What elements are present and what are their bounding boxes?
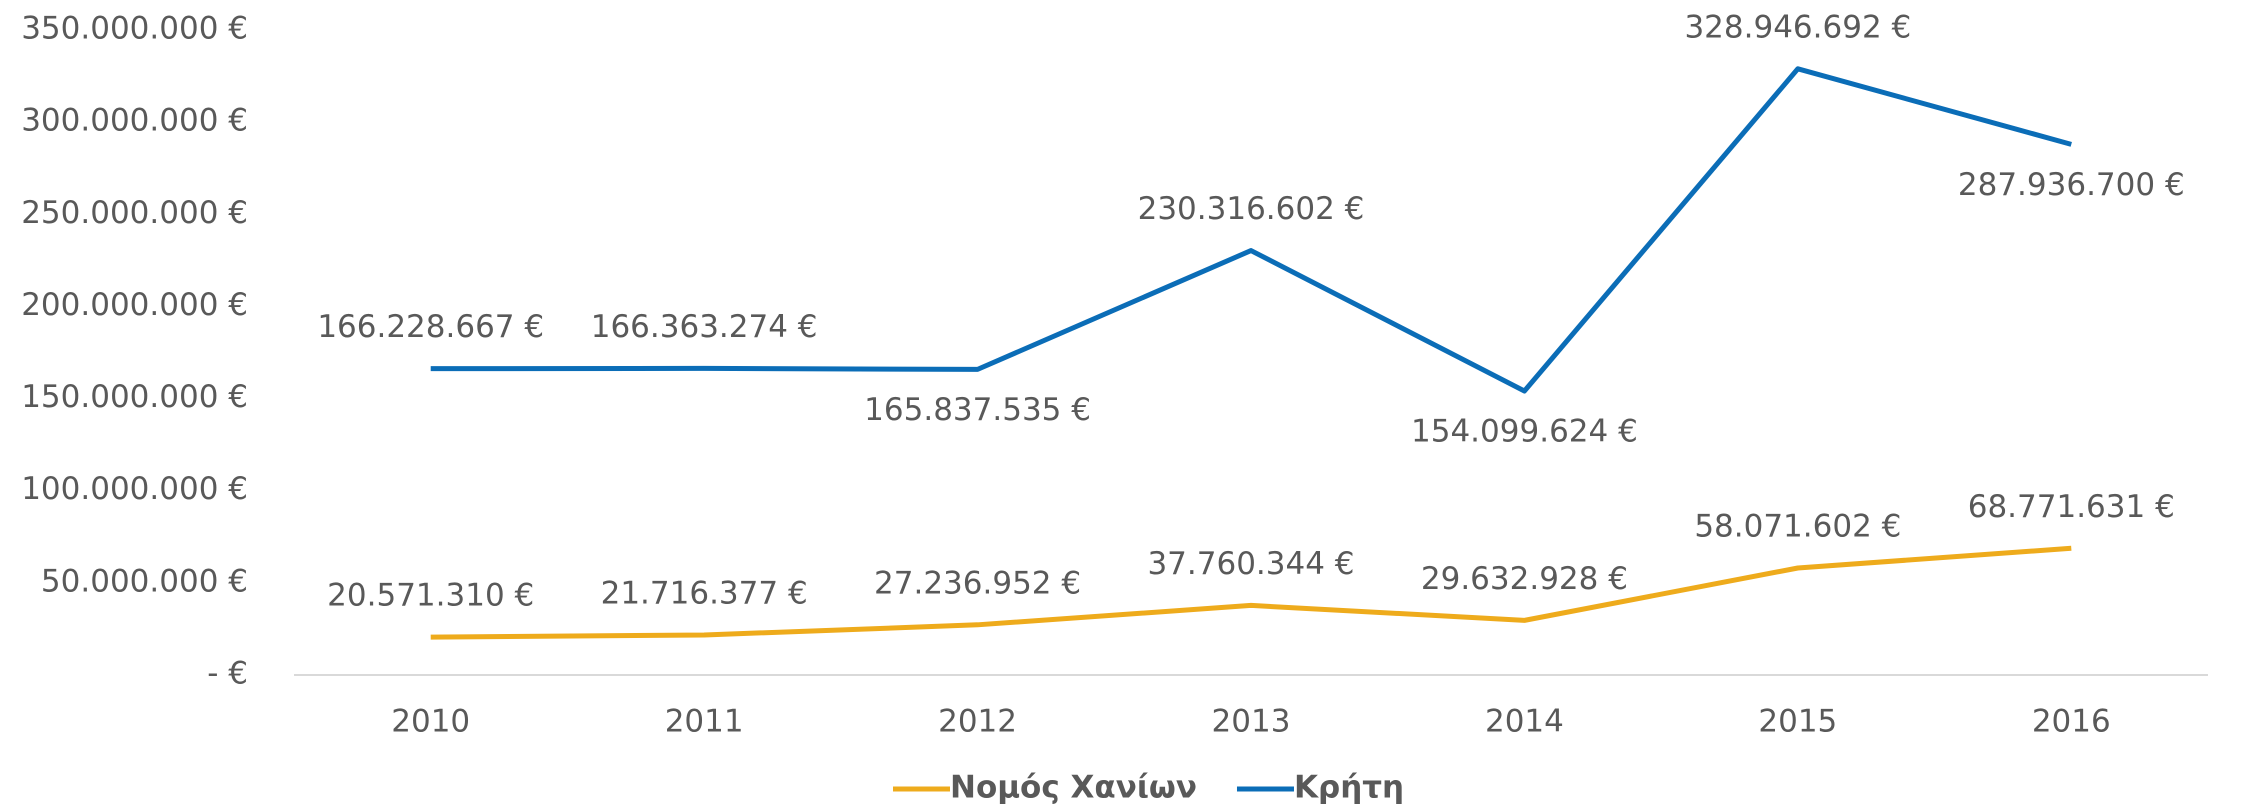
x-tick-label: 2012 bbox=[938, 704, 1017, 740]
data-label: 230.316.602 € bbox=[1138, 191, 1365, 227]
data-label: 21.716.377 € bbox=[601, 575, 808, 611]
data-label: 165.837.535 € bbox=[864, 392, 1091, 428]
data-label: 166.363.274 € bbox=[591, 309, 818, 345]
series-line bbox=[430, 545, 2072, 640]
data-label: 166.228.667 € bbox=[317, 309, 544, 345]
x-tick-label: 2014 bbox=[1485, 704, 1564, 740]
legend-label: Κρήτη bbox=[1294, 770, 1404, 806]
data-label: 68.771.631 € bbox=[1968, 489, 2175, 525]
data-label: 37.760.344 € bbox=[1147, 546, 1354, 582]
legend-label: Νομός Χανίων bbox=[950, 770, 1197, 806]
data-label: 27.236.952 € bbox=[874, 565, 1081, 601]
data-label: 328.946.692 € bbox=[1684, 9, 1911, 45]
data-label: 20.571.310 € bbox=[327, 578, 534, 614]
y-tick-label: 350.000.000 € bbox=[21, 11, 248, 47]
data-label: 287.936.700 € bbox=[1958, 167, 2185, 203]
y-tick-label: 300.000.000 € bbox=[21, 103, 248, 139]
data-label: 154.099.624 € bbox=[1411, 414, 1638, 450]
series-line bbox=[430, 66, 2072, 394]
data-label: 58.071.602 € bbox=[1694, 508, 1901, 544]
x-tick-label: 2011 bbox=[665, 704, 744, 740]
x-tick-label: 2013 bbox=[1212, 704, 1291, 740]
x-tick-label: 2015 bbox=[1758, 704, 1837, 740]
y-tick-label: 50.000.000 € bbox=[41, 563, 248, 599]
y-tick-label: 100.000.000 € bbox=[21, 471, 248, 507]
y-tick-label: 150.000.000 € bbox=[21, 379, 248, 415]
y-tick-label: - € bbox=[207, 656, 248, 692]
y-tick-label: 200.000.000 € bbox=[21, 287, 248, 323]
x-tick-label: 2010 bbox=[391, 704, 470, 740]
x-tick-label: 2016 bbox=[2032, 704, 2111, 740]
y-tick-label: 250.000.000 € bbox=[21, 195, 248, 231]
data-label: 29.632.928 € bbox=[1421, 561, 1628, 597]
